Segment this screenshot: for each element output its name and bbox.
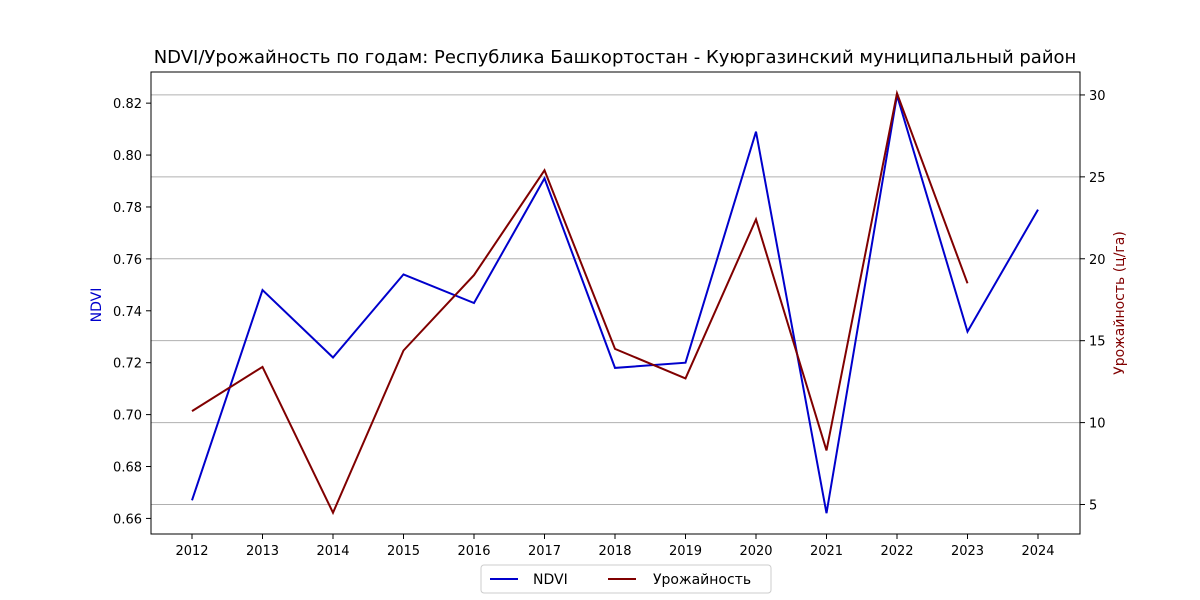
y-left-tick-label: 0.66 (113, 512, 142, 527)
chart-title: NDVI/Урожайность по годам: Республика Ба… (154, 47, 1077, 68)
x-tick-label: 2016 (457, 544, 490, 559)
y-right-tick-label: 5 (1089, 499, 1097, 514)
y-left-tick-label: 0.80 (113, 149, 142, 164)
legend-label-ndvi: NDVI (533, 572, 568, 588)
y-left-tick-label: 0.82 (113, 97, 142, 112)
x-tick-label: 2021 (810, 544, 843, 559)
y-right-tick-label: 30 (1089, 89, 1106, 104)
grid-lines (151, 94, 1080, 506)
y-left-tick-label: 0.68 (113, 461, 142, 476)
y-right-tick-label: 10 (1089, 417, 1106, 432)
x-tick-label: 2017 (528, 544, 561, 559)
legend-label-yield: Урожайность (653, 572, 751, 588)
plot-frame (150, 71, 1081, 535)
y-left-tick-label: 0.74 (113, 305, 142, 320)
y-right-tick-label: 20 (1089, 253, 1106, 268)
plot-area (191, 89, 1039, 516)
y-axis-right: 5 10 15 20 25 30 (1080, 89, 1106, 514)
x-tick-label: 2012 (175, 544, 208, 559)
y-axis-left-label: NDVI (89, 288, 105, 323)
legend: NDVI Урожайность (480, 564, 772, 594)
x-tick-label: 2018 (598, 544, 631, 559)
x-axis: 2012 2013 2014 2015 2016 2017 2018 2019 2020 2021… (175, 534, 1055, 559)
y-right-tick-label: 15 (1089, 335, 1106, 350)
x-tick-label: 2020 (739, 544, 772, 559)
x-tick-label: 2014 (316, 544, 349, 559)
y-axis-left: 0.66 0.68 0.70 0.72 0.74 0.76 0.78 0.80 0.82 (113, 97, 151, 527)
series-line-ndvi (191, 95, 1039, 514)
x-tick-label: 2023 (951, 544, 984, 559)
y-axis-right-label: Урожайность (ц/га) (1112, 231, 1128, 375)
series-line-yield (191, 89, 969, 516)
x-tick-label: 2019 (669, 544, 702, 559)
y-right-tick-label: 25 (1089, 171, 1106, 186)
x-tick-label: 2024 (1021, 544, 1054, 559)
y-left-tick-label: 0.70 (113, 409, 142, 424)
y-left-tick-label: 0.76 (113, 253, 142, 268)
x-tick-label: 2022 (880, 544, 913, 559)
y-left-tick-label: 0.78 (113, 201, 142, 216)
y-left-tick-label: 0.72 (113, 357, 142, 372)
x-tick-label: 2013 (246, 544, 279, 559)
x-tick-label: 2015 (387, 544, 420, 559)
